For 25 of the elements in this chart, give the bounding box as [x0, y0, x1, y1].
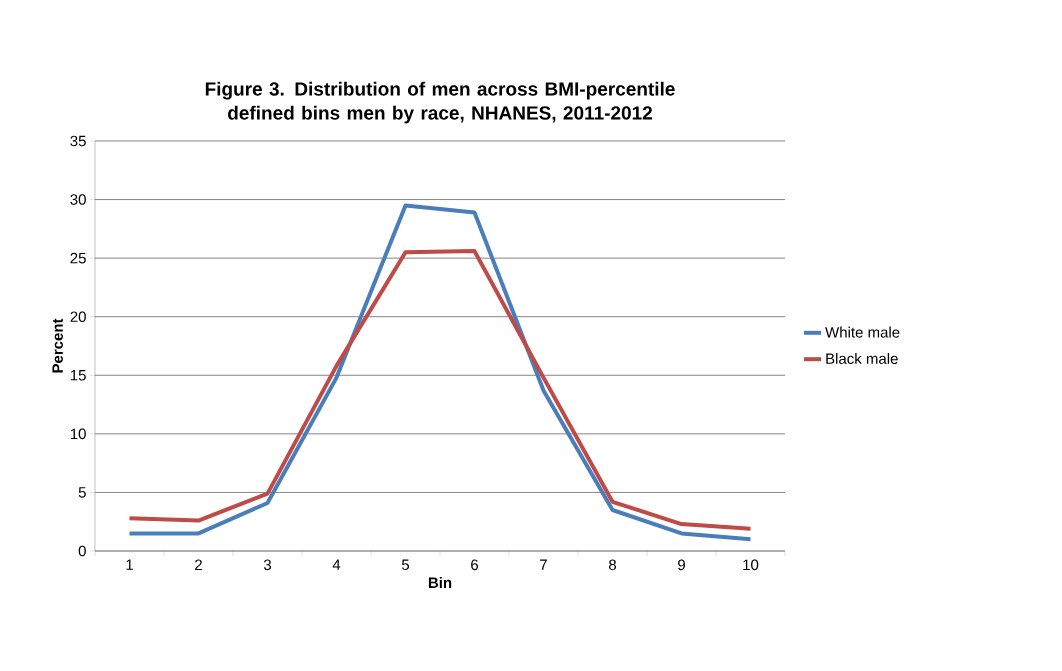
x-tick-label: 4 — [332, 559, 341, 570]
legend-label: White male — [825, 326, 900, 338]
x-tick-label: 10 — [743, 559, 759, 571]
x-axis-title: Bin — [428, 577, 452, 588]
y-tick-label: 15 — [70, 370, 86, 381]
x-tick-label: 1 — [126, 559, 133, 570]
x-tick-label: 7 — [540, 559, 547, 570]
legend-label: Black male — [826, 352, 898, 364]
line-series — [127, 203, 753, 542]
x-tick-label: 5 — [401, 559, 410, 570]
y-tick-label: 25 — [70, 252, 86, 264]
chart-title: Figure 3. Distribution of men across BMI-percentile defined bins men by race, NHANES, 2011-2012 — [205, 81, 675, 124]
y-tick-label: 20 — [70, 311, 86, 323]
x-tick-label: 8 — [608, 559, 617, 571]
y-tick-label: 0 — [78, 545, 86, 557]
y-tick-label: 10 — [70, 428, 86, 440]
x-tick-label: 2 — [195, 559, 202, 570]
y-axis-title: Percent — [52, 318, 63, 373]
x-tick-label: 3 — [263, 559, 272, 571]
y-tick-label: 35 — [70, 135, 86, 147]
line-series — [127, 249, 753, 531]
y-tick-label: 5 — [78, 487, 86, 498]
y-tick-label: 30 — [70, 194, 86, 205]
x-tick-label: 6 — [471, 559, 479, 571]
x-tick-label: 9 — [678, 559, 685, 571]
